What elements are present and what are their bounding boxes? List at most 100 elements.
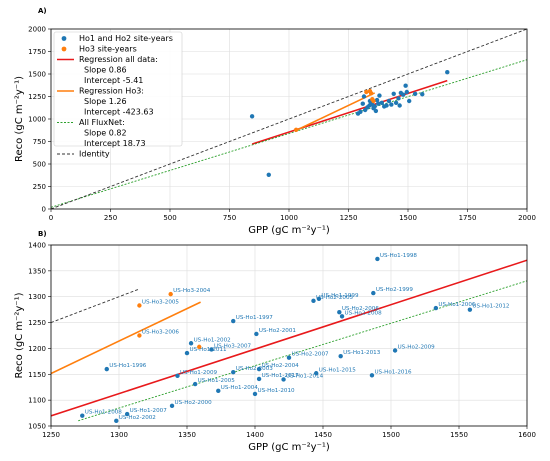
point-label: US-Ho1-2006 (438, 302, 476, 308)
x-tick-label: 1250 (340, 214, 358, 222)
data-point (371, 290, 376, 296)
x-tick-label: 1350 (178, 431, 196, 439)
y-tick-label: 1000 (28, 116, 46, 124)
panel-a-frame (50, 28, 528, 210)
x-tick-label: 1500 (382, 431, 400, 439)
y-tick-label: 1350 (28, 267, 46, 275)
data-point (364, 89, 369, 95)
data-point (137, 303, 142, 308)
legend-subline: Slope 1.26 (84, 97, 127, 106)
data-point (396, 96, 401, 101)
point-label: US-Ho1-2002 (194, 337, 231, 343)
data-point (433, 305, 439, 311)
point-label: US-Ho2-2000 (175, 400, 213, 406)
data-point (379, 100, 385, 106)
data-point (252, 391, 258, 397)
data-point (114, 418, 119, 424)
data-point (360, 101, 365, 106)
data-point (293, 127, 299, 132)
data-point (372, 104, 377, 109)
legend-subline: Intercept -5.41 (84, 76, 143, 85)
point-label: US-Ho2-2006 (342, 306, 380, 312)
data-point (254, 331, 259, 337)
point-label: US-Ho1-2017 (262, 373, 300, 379)
data-point (358, 109, 363, 115)
point-label: US-Ho1-2014 (286, 373, 324, 379)
data-point (169, 403, 175, 409)
data-point (392, 348, 398, 353)
data-point (104, 366, 109, 372)
panel-b-points: US-Ho1-1998US-Ho2-1999US-Ho1-1999US-Ho2-… (80, 253, 509, 424)
legend-subline: Slope 0.86 (84, 66, 127, 75)
data-point (314, 371, 319, 376)
panel-a-lines (51, 29, 527, 209)
data-point (80, 413, 85, 418)
point-label: US-Ho1-2015 (319, 367, 357, 373)
x-tick-label: 1400 (246, 431, 264, 439)
x-tick-label: 500 (163, 214, 176, 222)
point-label: US-Ho1-2004 (221, 385, 259, 391)
data-point (184, 350, 190, 356)
series-line-all-fluxnet (78, 280, 527, 422)
point-label: US-Ho1-1997 (236, 315, 274, 321)
y-tick-label: 1100 (28, 397, 46, 405)
data-point (256, 366, 262, 372)
point-label: US-Ho1-1996 (109, 363, 147, 369)
data-point (192, 381, 198, 387)
data-point (168, 291, 173, 297)
legend-label: Ho1 and Ho2 site-years (79, 34, 173, 43)
series-line-regression-all-data (51, 259, 527, 417)
point-label: US-Ho2-1999 (376, 287, 414, 293)
data-point (371, 98, 376, 104)
data-point (467, 307, 473, 312)
data-point (188, 341, 194, 346)
point-label: US-Ho1-2009 (180, 370, 218, 376)
legend-label: Ho3 site-years (79, 45, 137, 54)
y-tick-label: 1200 (28, 345, 46, 353)
point-label: US-Ho1-2008 (85, 410, 123, 416)
series-line-regression-ho3 (295, 92, 376, 132)
data-point (281, 377, 286, 382)
data-point (412, 91, 418, 97)
data-point (445, 70, 450, 75)
data-point (375, 256, 380, 262)
data-point (256, 376, 262, 382)
panel-b-y-axis-label: Reco (gC m⁻²y⁻¹) (14, 292, 25, 378)
y-tick-label: 1050 (28, 423, 46, 431)
panel-b-x-axis-label: GPP (gC m⁻²y⁻¹) (248, 442, 330, 453)
data-point (137, 333, 142, 338)
x-tick-label: 1000 (280, 214, 298, 222)
data-point (286, 355, 292, 360)
point-label: US-Ho2-2007 (292, 352, 330, 358)
x-tick-label: 1500 (399, 214, 417, 222)
point-label: US-Ho1-2005 (198, 378, 236, 384)
x-tick-label: 1750 (459, 214, 477, 222)
point-label: US-Ho2-2003 (236, 366, 274, 372)
point-label: US-Ho2-2004 (262, 363, 300, 369)
panel-a-points (249, 70, 450, 177)
legend-subline: Intercept -423.63 (84, 108, 154, 117)
data-point (209, 347, 214, 352)
x-tick-label: 2000 (518, 214, 536, 222)
point-label: US-Ho2-2005 (316, 295, 354, 301)
point-label: US-Ho1-2010 (258, 388, 296, 394)
point-label: US-Ho2-2001 (259, 328, 297, 334)
y-tick-label: 1300 (28, 293, 46, 301)
data-point (231, 370, 236, 375)
point-label: US-Ho1-2016 (374, 369, 412, 375)
point-label: US-Ho2-2008 (345, 310, 383, 316)
data-point (374, 97, 380, 103)
data-point (389, 102, 394, 107)
data-point (403, 83, 408, 88)
legend-subline: Intercept 18.73 (84, 139, 146, 148)
y-tick-label: 1250 (28, 93, 46, 101)
legend-label: Regression Ho3: (79, 87, 144, 96)
point-label: US-Ho1-2011 (190, 347, 228, 353)
data-point (420, 92, 425, 97)
data-point (391, 91, 396, 97)
point-label: US-Ho2-2009 (398, 344, 436, 350)
y-tick-label: 250 (33, 183, 46, 191)
data-point (216, 388, 221, 394)
data-point (175, 373, 180, 379)
